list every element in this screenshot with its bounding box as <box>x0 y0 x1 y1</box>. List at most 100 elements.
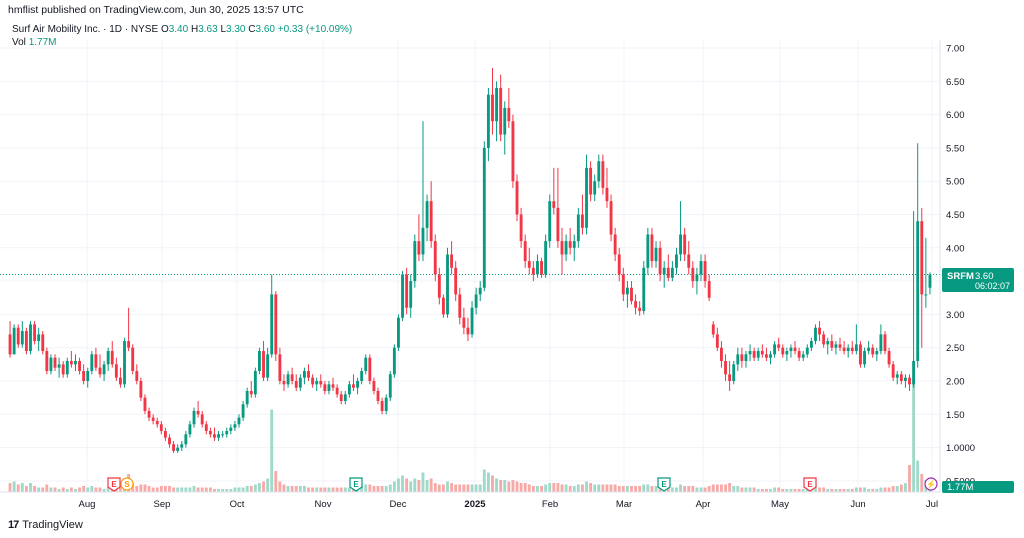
candle-body[interactable] <box>94 354 98 368</box>
candle-body[interactable] <box>605 187 609 202</box>
candle-body[interactable] <box>262 351 265 378</box>
candle-body[interactable] <box>69 361 73 365</box>
candle-body[interactable] <box>302 371 306 378</box>
candle-body[interactable] <box>458 294 462 318</box>
candle-body[interactable] <box>180 444 184 448</box>
candle-body[interactable] <box>560 241 564 255</box>
candle-body[interactable] <box>752 351 756 358</box>
candle-body[interactable] <box>33 324 37 342</box>
candle-body[interactable] <box>863 351 866 365</box>
candle-body[interactable] <box>838 344 842 348</box>
candle-body[interactable] <box>818 327 821 335</box>
candle-body[interactable] <box>405 274 409 308</box>
candle-body[interactable] <box>531 267 535 275</box>
candle-body[interactable] <box>875 351 879 355</box>
candle-body[interactable] <box>315 381 319 385</box>
candle-body[interactable] <box>662 267 666 275</box>
candle-body[interactable] <box>241 404 245 418</box>
candle-body[interactable] <box>433 241 437 275</box>
candle-body[interactable] <box>253 371 257 395</box>
candle-body[interactable] <box>871 347 875 355</box>
candle-body[interactable] <box>630 287 633 302</box>
candle-body[interactable] <box>899 374 903 381</box>
candle-body[interactable] <box>572 241 576 248</box>
candle-body[interactable] <box>90 354 94 372</box>
time-axis[interactable]: Aug Sep Oct Nov Dec 2025 Feb Mar Apr May Jun Jul <box>79 499 939 510</box>
candle-body[interactable] <box>184 434 188 445</box>
candle-body[interactable] <box>143 397 147 411</box>
candle-body[interactable] <box>916 221 920 362</box>
candle-body[interactable] <box>323 384 327 391</box>
candle-body[interactable] <box>666 267 670 278</box>
candle-body[interactable] <box>98 367 102 375</box>
candle-body[interactable] <box>793 347 797 352</box>
candle-body[interactable] <box>478 287 482 295</box>
candle-body[interactable] <box>155 420 159 425</box>
candle-body[interactable] <box>131 347 135 372</box>
candle-body[interactable] <box>176 447 180 451</box>
candle-body[interactable] <box>290 374 294 381</box>
candle-body[interactable] <box>748 351 752 355</box>
candle-body[interactable] <box>401 274 404 318</box>
candle-body[interactable] <box>486 94 490 148</box>
candle-body[interactable] <box>908 377 911 385</box>
candle-body[interactable] <box>658 247 662 275</box>
candle-body[interactable] <box>903 377 907 381</box>
candle-body[interactable] <box>777 344 781 348</box>
candle-body[interactable] <box>237 417 241 425</box>
candle-body[interactable] <box>298 377 302 388</box>
candle-body[interactable] <box>715 334 719 348</box>
candle-body[interactable] <box>642 267 646 312</box>
candle-body[interactable] <box>891 364 895 378</box>
candle-body[interactable] <box>887 351 891 365</box>
candle-body[interactable] <box>74 361 77 365</box>
candle-body[interactable] <box>515 181 519 215</box>
candle-body[interactable] <box>556 207 560 242</box>
candle-body[interactable] <box>53 357 57 368</box>
candle-body[interactable] <box>380 400 384 411</box>
candle-body[interactable] <box>859 344 862 365</box>
candle-body[interactable] <box>691 267 695 282</box>
candle-body[interactable] <box>429 201 433 242</box>
candle-body[interactable] <box>826 341 830 345</box>
candle-body[interactable] <box>168 437 171 445</box>
candle-body[interactable] <box>86 371 90 381</box>
candle-body[interactable] <box>421 227 425 255</box>
candle-body[interactable] <box>679 234 682 255</box>
candle-body[interactable] <box>576 214 580 242</box>
candle-body[interactable] <box>221 434 225 436</box>
candle-body[interactable] <box>544 241 548 275</box>
candle-body[interactable] <box>343 394 347 401</box>
candle-body[interactable] <box>233 424 237 428</box>
candle-body[interactable] <box>785 351 789 355</box>
candle-body[interactable] <box>57 364 61 368</box>
candle-body[interactable] <box>151 417 155 421</box>
candle-body[interactable] <box>495 87 499 122</box>
candle-body[interactable] <box>928 274 932 288</box>
candle-body[interactable] <box>466 327 470 335</box>
candle-body[interactable] <box>822 334 826 345</box>
candle-body[interactable] <box>319 381 323 385</box>
candle-body[interactable] <box>801 354 805 358</box>
candle-body[interactable] <box>462 317 466 328</box>
candle-body[interactable] <box>834 344 838 348</box>
candle-body[interactable] <box>703 261 707 282</box>
candle-body[interactable] <box>24 331 28 352</box>
candle-body[interactable] <box>225 430 229 435</box>
candle-body[interactable] <box>331 384 335 388</box>
candle-body[interactable] <box>854 344 858 352</box>
candle-body[interactable] <box>523 241 527 262</box>
event-marker-news-purple[interactable]: ⚡ <box>924 477 938 491</box>
candle-body[interactable] <box>450 254 454 268</box>
candle-body[interactable] <box>491 94 494 122</box>
candle-body[interactable] <box>213 434 216 438</box>
candle-body[interactable] <box>470 307 474 335</box>
candle-body[interactable] <box>617 254 621 275</box>
candle-body[interactable] <box>568 241 572 248</box>
candle-body[interactable] <box>601 161 605 188</box>
candle-body[interactable] <box>270 294 274 355</box>
candle-body[interactable] <box>384 397 388 411</box>
candle-body[interactable] <box>16 327 20 345</box>
candle-body[interactable] <box>45 351 49 372</box>
candle-body[interactable] <box>724 361 727 375</box>
